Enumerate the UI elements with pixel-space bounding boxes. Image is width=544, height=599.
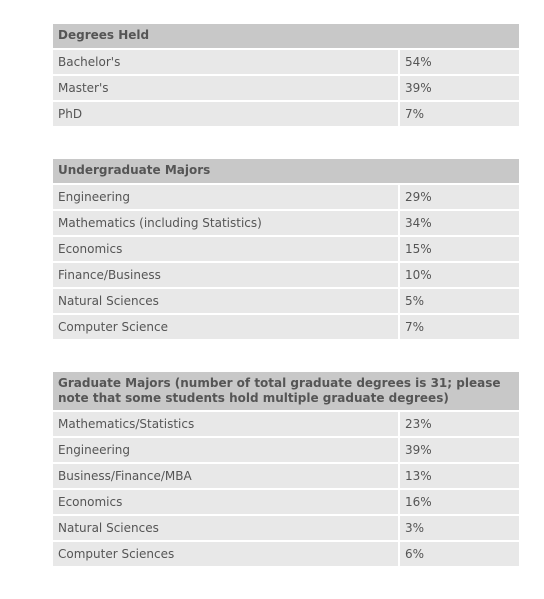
row-label: Natural Sciences (53, 516, 398, 540)
row-value: 6% (400, 542, 519, 566)
table: Degrees Held Bachelor's 54% Master's 39% PhD 7… (53, 24, 519, 126)
row-value: 39% (400, 76, 519, 100)
row-value: 39% (400, 438, 519, 462)
table-row: Natural Sciences 3% (53, 516, 519, 540)
row-label: Economics (53, 490, 398, 514)
table-row: Engineering 39% (53, 438, 519, 462)
row-value: 13% (400, 464, 519, 488)
table-row: Computer Science 7% (53, 315, 519, 339)
table-row: Master's 39% (53, 76, 519, 100)
row-value: 7% (400, 102, 519, 126)
row-value: 7% (400, 315, 519, 339)
table-title: Undergraduate Majors (53, 159, 519, 183)
row-value: 15% (400, 237, 519, 261)
table-row: Mathematics/Statistics 23% (53, 412, 519, 436)
table-row: Bachelor's 54% (53, 50, 519, 74)
row-value: 23% (400, 412, 519, 436)
row-label: Mathematics/Statistics (53, 412, 398, 436)
row-label: Bachelor's (53, 50, 398, 74)
tables: Degrees Held Bachelor's 54% Master's 39% PhD 7… (53, 24, 519, 599)
row-value: 54% (400, 50, 519, 74)
row-label: Natural Sciences (53, 289, 398, 313)
row-label: Economics (53, 237, 398, 261)
table-row: Computer Sciences 6% (53, 542, 519, 566)
row-value: 29% (400, 185, 519, 209)
table-row: Mathematics (including Statistics) 34% (53, 211, 519, 235)
row-value: 16% (400, 490, 519, 514)
row-value: 5% (400, 289, 519, 313)
row-value: 34% (400, 211, 519, 235)
row-label: Engineering (53, 185, 398, 209)
row-label: Engineering (53, 438, 398, 462)
table-row: Business/Finance/MBA 13% (53, 464, 519, 488)
row-value: 10% (400, 263, 519, 287)
row-value: 3% (400, 516, 519, 540)
table-row: Finance/Business 10% (53, 263, 519, 287)
row-label: Computer Sciences (53, 542, 398, 566)
row-label: Computer Science (53, 315, 398, 339)
page: Degrees Held Bachelor's 54% Master's 39% PhD 7… (53, 24, 519, 566)
table-row: PhD 7% (53, 102, 519, 126)
table-row: Engineering 29% (53, 185, 519, 209)
row-label: Finance/Business (53, 263, 398, 287)
row-label: Business/Finance/MBA (53, 464, 398, 488)
table: Graduate Majors (number of total graduat… (53, 372, 519, 566)
table-row: Economics 16% (53, 490, 519, 514)
row-label: Master's (53, 76, 398, 100)
row-label: PhD (53, 102, 398, 126)
table-row: Natural Sciences 5% (53, 289, 519, 313)
table-row: Economics 15% (53, 237, 519, 261)
table-title: Degrees Held (53, 24, 519, 48)
table-title: Graduate Majors (number of total graduat… (53, 372, 519, 410)
table: Undergraduate Majors Engineering 29% Mathem… (53, 159, 519, 339)
row-label: Mathematics (including Statistics) (53, 211, 398, 235)
